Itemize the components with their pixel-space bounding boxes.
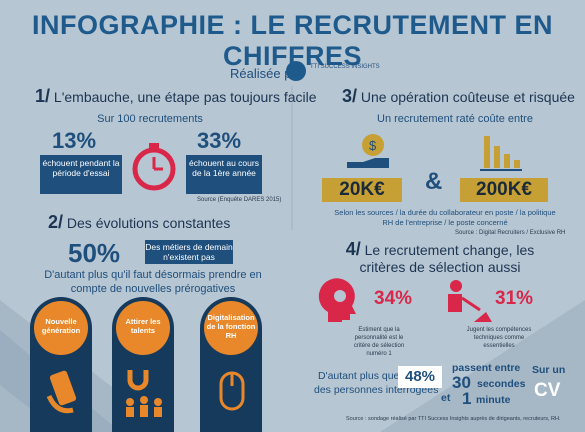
stat-13-pct: 13% (52, 128, 97, 153)
circle-label-3: Digitalisation de la fonction RH (206, 313, 256, 340)
section-1-source: Source (Enquête DARES 2015) (197, 197, 282, 203)
bottom-text-c3: secondes (477, 378, 526, 390)
declining-chart-icon (480, 136, 522, 171)
section-3-title: Une opération coûteuse et risquée (360, 89, 575, 105)
section-1-title: L'embauche, une étape pas toujours facil… (53, 89, 317, 105)
logo-text: TTI SUCCESS INSIGHTS (310, 64, 380, 70)
cost-low-box: 20K€ (322, 178, 402, 202)
bottom-text-c1: passent entre (452, 362, 521, 374)
section-1-sub: Sur 100 recrutements (97, 113, 203, 125)
stat-31-pct: 31% (495, 288, 534, 309)
section-2-title: Des évolutions constantes (66, 215, 231, 231)
bottom-text-d1: Sur un (532, 364, 566, 376)
byline: Réalisée par (230, 66, 303, 81)
svg-text:$: $ (369, 138, 377, 153)
bottom-text-d2: CV (534, 380, 561, 401)
orange-badge-1 (34, 301, 88, 355)
stat-31-text: Jugent les compétences techniques comme … (466, 327, 532, 349)
stat-50-pct: 50% (68, 238, 121, 268)
section-4-source: Source : sondage réalisé par TTI Success… (346, 416, 561, 422)
stat-33-text: échouent au cours de la 1ère année (186, 155, 262, 194)
section-1-number: 1/ (35, 86, 51, 106)
smartphone-icon (46, 370, 77, 414)
orange-badge-2 (116, 301, 170, 355)
money-hand-icon: $ (347, 134, 389, 168)
section-1-heading: 1/ L'embauche, une étape pas toujours fa… (35, 86, 317, 107)
section-2-heading: 2/ Des évolutions constantes (48, 212, 230, 233)
stat-33-pct: 33% (197, 128, 242, 153)
section-4-title: Le recrutement change, les critères de s… (359, 242, 535, 275)
worker-icon (448, 280, 492, 322)
head-profile-icon (318, 278, 356, 322)
section-3-sub: Un recrutement raté coûte entre (377, 113, 533, 125)
stat-13-text: échouent pendant la période d'essai (40, 155, 122, 194)
orange-badge-3 (204, 301, 258, 355)
section-3-note: Selon les sources / la durée du collabor… (334, 208, 556, 227)
bottom-text-c5: 1 (462, 389, 472, 408)
mouse-icon (219, 371, 245, 411)
section-3-heading: 3/ Une opération coûteuse et risquée (342, 86, 575, 107)
circle-label-1: Nouvelle génération (41, 317, 81, 335)
stat-48-pct: 48% (398, 366, 442, 388)
stopwatch-icon (132, 143, 176, 191)
bottom-text-c4: et (441, 392, 451, 404)
circle-label-2: Attirer les talents (125, 317, 161, 335)
section-3-number: 3/ (342, 86, 358, 106)
bottom-text-c6: minute (476, 394, 511, 406)
section-2-text: D'autant plus qu'il faut désormais prend… (44, 269, 262, 295)
magnet-people-icon (126, 370, 162, 417)
section-4-heading: 4/ Le recrutement change, les critères d… (335, 239, 545, 276)
ampersand: & (425, 168, 443, 195)
stat-34-text: Estiment que la personnalité est le crit… (353, 327, 405, 357)
section-4-number: 4/ (345, 239, 361, 259)
cost-high-box: 200K€ (460, 178, 548, 202)
company-logo-icon (286, 61, 306, 81)
stat-34-pct: 34% (374, 288, 413, 309)
future-jobs-box: Des métiers de demain n'existent pas (145, 240, 233, 264)
section-3-source: Source : Digital Recruiters / Exclusive … (455, 230, 566, 236)
bottom-text-c2: 30 (452, 373, 471, 392)
section-2-number: 2/ (48, 212, 64, 232)
bottom-text-a: D'autant plus que (318, 370, 400, 382)
